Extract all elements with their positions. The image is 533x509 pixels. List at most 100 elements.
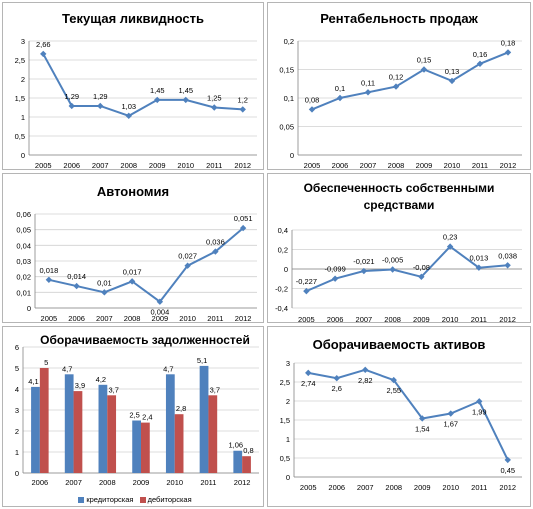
- data-label: 1,99: [472, 407, 487, 416]
- y-tick-label: 2,5: [15, 56, 25, 65]
- x-tick-label: 2009: [416, 161, 433, 170]
- x-tick-label: 2008: [99, 478, 116, 487]
- data-label: 0,01: [97, 278, 112, 287]
- y-tick-label: 0,5: [15, 132, 25, 141]
- y-tick-label: 0,01: [16, 288, 31, 297]
- y-tick-label: 3: [15, 406, 19, 415]
- x-tick-label: 2008: [124, 314, 141, 323]
- x-tick-label: 2007: [65, 478, 82, 487]
- data-label: 0,014: [67, 272, 86, 281]
- x-tick-label: 2008: [120, 161, 137, 170]
- chart-title: Рентабельность продаж: [320, 11, 478, 26]
- data-point: [156, 298, 164, 305]
- y-tick-label: 0,1: [284, 94, 294, 103]
- x-tick-label: 2006: [328, 483, 345, 492]
- data-point: [389, 266, 396, 273]
- data-label: 2,55: [386, 386, 401, 395]
- data-label: 0,12: [389, 73, 404, 82]
- y-tick-label: 0,04: [16, 241, 31, 250]
- y-tick-label: 1: [21, 113, 25, 122]
- data-label: 0,8: [243, 446, 253, 455]
- data-label: 0,13: [445, 67, 460, 76]
- data-point: [182, 96, 189, 104]
- y-tick-label: 0: [21, 151, 25, 160]
- legend-label-receivables: дебиторская: [147, 495, 192, 504]
- x-tick-label: 2007: [96, 314, 113, 323]
- data-label: 0,1: [335, 84, 345, 93]
- y-tick-label: -0,4: [275, 304, 288, 313]
- x-tick-label: 2009: [149, 161, 166, 170]
- data-point: [101, 289, 108, 296]
- y-tick-label: 0,03: [16, 257, 31, 266]
- x-tick-label: 2006: [332, 161, 349, 170]
- chart-legend: кредиторская дебиторская: [3, 495, 263, 504]
- data-label: 2,8: [176, 404, 186, 413]
- data-point: [128, 278, 136, 285]
- x-tick-label: 2005: [300, 483, 317, 492]
- data-label: 4,2: [96, 375, 106, 384]
- plot-area: 0 0,5 1 1,5 2 2,5 3 2,66 2005 1,29 2006 1,29 2007 1,0…: [15, 37, 257, 170]
- y-tick-label: 0,2: [278, 246, 288, 255]
- data-label: 0,18: [501, 38, 516, 47]
- x-tick-label: 2008: [384, 315, 401, 323]
- x-tick-label: 2012: [235, 314, 252, 323]
- data-label: 4,7: [62, 364, 72, 373]
- data-label: 3,9: [75, 381, 85, 390]
- x-tick-label: 2008: [385, 483, 402, 492]
- data-point: [504, 49, 512, 56]
- y-tick-label: 0: [290, 151, 294, 160]
- y-tick-label: 0: [284, 265, 288, 274]
- data-point: [420, 66, 428, 73]
- data-label: 3,7: [108, 385, 118, 394]
- y-tick-label: 1: [15, 448, 19, 457]
- bar-payables: [165, 374, 175, 473]
- data-point: [364, 89, 372, 96]
- x-tick-label: 2012: [499, 483, 516, 492]
- data-point: [303, 287, 310, 295]
- data-point: [419, 415, 426, 422]
- y-tick-label: 4: [15, 385, 19, 394]
- x-tick-label: 2012: [500, 161, 517, 170]
- x-tick-label: 2006: [63, 161, 80, 170]
- data-point: [305, 369, 312, 377]
- x-tick-label: 2012: [499, 315, 516, 323]
- data-point: [360, 267, 368, 275]
- data-point: [331, 275, 339, 282]
- data-point: [476, 398, 483, 405]
- data-label: 0,013: [469, 254, 488, 263]
- bar-receivables: [73, 391, 83, 473]
- data-label: 1,29: [64, 92, 79, 101]
- data-point: [212, 248, 219, 255]
- bar-payables: [98, 384, 108, 473]
- y-tick-label: 1,5: [280, 416, 290, 425]
- data-point: [333, 375, 340, 382]
- data-label: 0,051: [234, 214, 253, 223]
- series-line: [311, 51, 509, 111]
- data-point: [97, 102, 104, 110]
- bar-payables: [233, 450, 243, 473]
- data-label: 0,018: [39, 266, 58, 275]
- series-line: [305, 245, 508, 293]
- y-tick-label: 0,05: [16, 226, 31, 235]
- bar-receivables: [208, 395, 218, 473]
- x-tick-label: 2011: [471, 315, 487, 323]
- chart-title: Оборачиваемость задолженностей: [40, 333, 250, 347]
- y-tick-label: 3: [21, 37, 25, 46]
- data-label: -0,227: [296, 277, 317, 286]
- data-label: 1,45: [178, 86, 193, 95]
- y-tick-label: 6: [15, 343, 19, 352]
- data-label: 1,25: [207, 94, 222, 103]
- x-tick-label: 2011: [472, 161, 488, 170]
- data-point: [239, 106, 246, 113]
- data-label: 4,7: [163, 364, 173, 373]
- legend-swatch-payables: [78, 497, 85, 503]
- y-tick-label: 5: [15, 364, 19, 373]
- data-point: [73, 282, 80, 290]
- series-line: [48, 227, 244, 304]
- plot-area: 0 0,05 0,1 0,15 0,2 0,08 2005 0,1 2006 0,11 2007 0,…: [279, 37, 522, 170]
- data-label: 0,45: [500, 466, 515, 475]
- data-point: [476, 60, 484, 67]
- series-line: [308, 368, 509, 461]
- data-label: 0,23: [443, 233, 458, 242]
